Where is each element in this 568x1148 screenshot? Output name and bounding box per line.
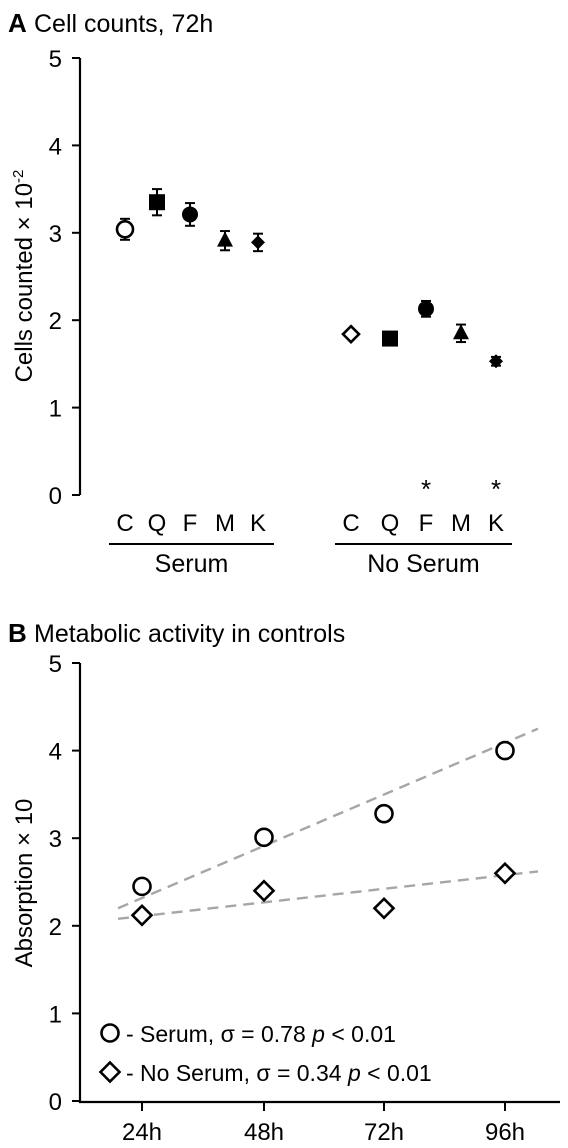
panel-a-category-label: Q bbox=[381, 510, 400, 537]
panel-a-point bbox=[341, 324, 361, 345]
panel-b-point bbox=[372, 896, 396, 920]
panel-a-ylabel-exponent: -2 bbox=[10, 170, 27, 183]
panel-a-category-label: F bbox=[419, 510, 434, 537]
panel-b-label: B bbox=[8, 618, 27, 648]
panel-b-legend-label: - Serum, σ = 0.78 bbox=[126, 1021, 312, 1047]
panel-b-x-tick-label: 96h bbox=[485, 1119, 525, 1146]
svg-text:Cells counted × 10-2: Cells counted × 10-2 bbox=[10, 170, 38, 383]
panel-a-point bbox=[382, 330, 398, 347]
panel-b-y-axis-label: Absorption × 10 bbox=[11, 799, 38, 968]
panel-a-y-tick-label: 5 bbox=[49, 46, 62, 73]
panel-a-ylabel-text: Cells counted × 10 bbox=[11, 183, 38, 382]
panel-b-y-tick-label: 4 bbox=[49, 739, 62, 766]
panel-a-category-label: K bbox=[250, 510, 266, 537]
panel-b-legend-p-symbol: p bbox=[311, 1021, 325, 1047]
panel-a-point bbox=[182, 206, 198, 223]
panel-b-legend-marker bbox=[98, 1060, 122, 1084]
panel-b-y-tick-label: 5 bbox=[49, 651, 62, 678]
panel-b: B Metabolic activity in controls Absorpt… bbox=[8, 618, 560, 1146]
panel-a-y-tick-label: 0 bbox=[49, 483, 62, 510]
panel-b-legend-entry: - No Serum, σ = 0.34 p < 0.01 bbox=[126, 1060, 432, 1086]
panel-b-y-tick-label: 2 bbox=[49, 914, 62, 941]
panel-a-point bbox=[251, 235, 265, 250]
panel-a-category-label: C bbox=[116, 510, 133, 537]
panel-b-point bbox=[495, 740, 515, 761]
panel-b-point bbox=[130, 903, 154, 927]
panel-b-x-tick-label: 24h bbox=[122, 1119, 162, 1146]
panel-b-y-tick-label: 1 bbox=[49, 1001, 62, 1028]
panel-b-data-points bbox=[130, 740, 517, 927]
panel-b-legend-p-symbol: p bbox=[347, 1060, 361, 1086]
panel-b-point bbox=[132, 876, 152, 897]
panel-b-x-tick-label: 72h bbox=[364, 1119, 404, 1146]
panel-a-category-label: M bbox=[215, 510, 235, 537]
panel-a: A Cell counts, 72h Cells counted × 10-2 … bbox=[8, 8, 512, 578]
panel-b-y-ticks: 0 1 2 3 4 5 bbox=[49, 651, 80, 1116]
panel-a-y-tick-label: 4 bbox=[49, 133, 62, 160]
panel-a-point bbox=[149, 194, 165, 211]
panel-a-group-labels: Serum No Serum bbox=[109, 543, 512, 578]
panel-b-point bbox=[374, 803, 394, 824]
panel-a-y-tick-label: 3 bbox=[49, 221, 62, 248]
panel-b-legend: - Serum, σ = 0.78 p < 0.01- No Serum, σ … bbox=[98, 1021, 432, 1086]
panel-a-category-label: Q bbox=[148, 510, 167, 537]
panel-a-point bbox=[115, 220, 135, 239]
panel-a-y-axis-label: Cells counted × 10-2 bbox=[10, 170, 38, 383]
panel-b-trend-line bbox=[117, 870, 539, 920]
panel-b-legend-entry: - Serum, σ = 0.78 p < 0.01 bbox=[126, 1021, 396, 1047]
panel-b-legend-label: - No Serum, σ = 0.34 bbox=[126, 1060, 348, 1086]
panel-b-legend-p-value: < 0.01 bbox=[361, 1060, 432, 1086]
panel-a-point bbox=[418, 300, 434, 317]
panel-b-y-tick-label: 3 bbox=[49, 826, 62, 853]
panel-b-legend-p-value: < 0.01 bbox=[325, 1021, 396, 1047]
panel-b-title: Metabolic activity in controls bbox=[34, 620, 345, 648]
panel-a-data-points: * * bbox=[115, 188, 503, 504]
panel-a-category-label: M bbox=[451, 510, 471, 537]
panel-a-category-label: F bbox=[183, 510, 198, 537]
panel-b-point bbox=[252, 879, 276, 903]
panel-a-point bbox=[489, 354, 503, 369]
panel-a-category-label: K bbox=[488, 510, 504, 537]
panel-b-point bbox=[254, 827, 274, 848]
panel-a-y-tick-label: 2 bbox=[49, 308, 62, 335]
panel-b-trend-lines bbox=[117, 727, 539, 920]
panel-a-category-label: C bbox=[342, 510, 359, 537]
panel-b-x-tick-label: 48h bbox=[244, 1119, 284, 1146]
panel-a-title: Cell counts, 72h bbox=[34, 10, 213, 38]
panel-b-point bbox=[493, 861, 517, 885]
panel-b-trend-line bbox=[117, 727, 539, 910]
panel-a-label: A bbox=[8, 8, 27, 38]
panel-a-significance-marker: * bbox=[491, 474, 501, 504]
panel-a-group-label: Serum bbox=[155, 550, 229, 578]
panel-b-legend-marker bbox=[100, 1023, 120, 1043]
panel-a-y-ticks: 0 1 2 3 4 5 bbox=[49, 46, 80, 510]
panel-a-significance-marker: * bbox=[421, 474, 431, 504]
panel-a-group-label: No Serum bbox=[367, 550, 480, 578]
panel-a-point bbox=[217, 231, 233, 247]
panel-b-y-tick-label: 0 bbox=[49, 1089, 62, 1116]
panel-b-x-ticks: 24h 48h 72h 96h bbox=[122, 1102, 525, 1146]
panel-a-point bbox=[453, 324, 469, 340]
panel-a-y-tick-label: 1 bbox=[49, 396, 62, 423]
panel-b-ylabel-text: Absorption × 10 bbox=[11, 799, 38, 968]
